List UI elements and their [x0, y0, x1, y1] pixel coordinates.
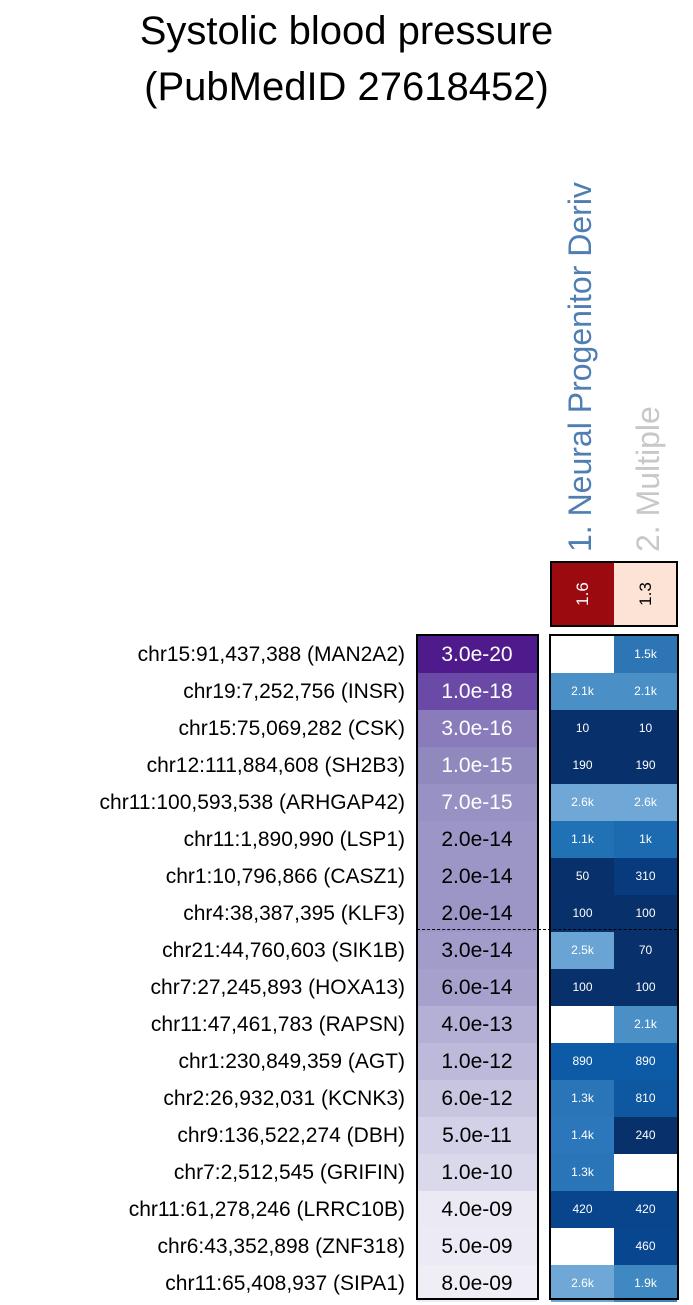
heatmap-cell: 2.6k: [614, 784, 677, 821]
heatmap-cell: 100: [551, 969, 614, 1006]
chart-title-line-2: (PubMedID 27618452): [144, 65, 549, 109]
heatmap-cell: 2.1k: [551, 673, 614, 710]
locus-label: chr15:75,069,282 (CSK): [178, 717, 405, 740]
significance-cutoff-line: [417, 929, 677, 930]
locus-label: chr21:44,760,603 (SIK1B): [162, 939, 405, 962]
pvalue-cell: 7.0e-15: [417, 784, 537, 821]
heatmap-cell: 1.3k: [551, 1154, 614, 1191]
heatmap-cell: 1.3k: [551, 1080, 614, 1117]
heatmap-cell: [551, 1228, 614, 1265]
locus-label: chr11:47,461,783 (RAPSN): [150, 1013, 405, 1036]
heatmap-cell: 460: [614, 1228, 677, 1265]
heatmap-cell: 240: [614, 1117, 677, 1154]
pvalue-cell: 2.0e-14: [417, 821, 537, 858]
heatmap-cell: 100: [614, 895, 677, 932]
pvalue-cell: 1.0e-15: [417, 747, 537, 784]
pvalue-cell: 6.0e-12: [417, 1080, 537, 1117]
heatmap-cell: [551, 636, 614, 673]
enrichment-cell-neural-progenitor: 1.6: [551, 562, 614, 625]
pvalue-cell: 3.0e-14: [417, 932, 537, 969]
enrichment-value: 1.6: [572, 581, 592, 606]
pvalue-cell: 4.0e-09: [417, 1191, 537, 1228]
pvalue-cell: 5.0e-11: [417, 1117, 537, 1154]
locus-label: chr4:38,387,395 (KLF3): [183, 902, 405, 925]
locus-label: chr12:111,884,608 (SH2B3): [146, 754, 405, 777]
pvalue-cell: 2.0e-14: [417, 895, 537, 932]
enrichment-value: 1.3: [635, 581, 655, 606]
heatmap-cell: 100: [614, 969, 677, 1006]
locus-label: chr19:7,252,756 (INSR): [183, 680, 405, 703]
heatmap-cell: 1k: [614, 821, 677, 858]
heatmap-cell: 1.5k: [614, 636, 677, 673]
pvalue-cell: 1.0e-18: [417, 673, 537, 710]
pvalue-cell: 8.0e-09: [417, 1265, 537, 1302]
heatmap-cell: 190: [614, 747, 677, 784]
heatmap-cell: 10: [614, 710, 677, 747]
enrichment-cell-multiple: 1.3: [614, 562, 677, 625]
heatmap-cell: 190: [551, 747, 614, 784]
locus-label: chr7:2,512,545 (GRIFIN): [173, 1161, 405, 1184]
column-header-neural-progenitor: 1. Neural Progenitor Deriv: [562, 182, 598, 552]
locus-label: chr11:65,408,937 (SIPA1): [165, 1272, 405, 1295]
heatmap-cell: 2.6k: [551, 784, 614, 821]
heatmap-cell: [614, 1154, 677, 1191]
heatmap-cell: 1.4k: [551, 1117, 614, 1154]
heatmap-cell: 420: [551, 1191, 614, 1228]
heatmap-cell: 1.9k: [614, 1265, 677, 1302]
heatmap-cell: 2.5k: [551, 932, 614, 969]
chart-title-line-1: Systolic blood pressure: [139, 9, 554, 53]
locus-label: chr11:100,593,538 (ARHGAP42): [99, 791, 405, 814]
locus-label: chr11:1,890,990 (LSP1): [183, 828, 405, 851]
heatmap-cell: 2.6k: [551, 1265, 614, 1302]
heatmap-cell: 50: [551, 858, 614, 895]
pvalue-cell: 1.0e-12: [417, 1043, 537, 1080]
pvalue-cell: 2.0e-14: [417, 858, 537, 895]
heatmap-cell: 890: [614, 1043, 677, 1080]
pvalue-cell: 6.0e-14: [417, 969, 537, 1006]
locus-label: chr6:43,352,898 (ZNF318): [157, 1235, 405, 1258]
pvalue-cell: 3.0e-20: [417, 636, 537, 673]
heatmap-cell: 420: [614, 1191, 677, 1228]
heatmap-cell: 70: [614, 932, 677, 969]
heatmap-cell: 890: [551, 1043, 614, 1080]
heatmap-cell: 1.1k: [551, 821, 614, 858]
heatmap-cell: 810: [614, 1080, 677, 1117]
locus-label: chr1:10,796,866 (CASZ1): [165, 865, 405, 888]
column-header-multiple: 2. Multiple: [630, 406, 666, 552]
locus-label: chr2:26,932,031 (KCNK3): [163, 1087, 405, 1110]
locus-label: chr1:230,849,359 (AGT): [178, 1050, 405, 1073]
pvalue-cell: 5.0e-09: [417, 1228, 537, 1265]
heatmap-cell: 100: [551, 895, 614, 932]
locus-label: chr7:27,245,893 (HOXA13): [150, 976, 405, 999]
heatmap-cell: 10: [551, 710, 614, 747]
locus-label: chr9:136,522,274 (DBH): [177, 1124, 405, 1147]
heatmap-cell: 2.1k: [614, 1006, 677, 1043]
heatmap-cell: 310: [614, 858, 677, 895]
heatmap-cell: [551, 1006, 614, 1043]
locus-label: chr11:61,278,246 (LRRC10B): [128, 1198, 405, 1221]
locus-label: chr15:91,437,388 (MAN2A2): [137, 643, 405, 666]
pvalue-cell: 4.0e-13: [417, 1006, 537, 1043]
pvalue-cell: 1.0e-10: [417, 1154, 537, 1191]
pvalue-cell: 3.0e-16: [417, 710, 537, 747]
heatmap-cell: 2.1k: [614, 673, 677, 710]
